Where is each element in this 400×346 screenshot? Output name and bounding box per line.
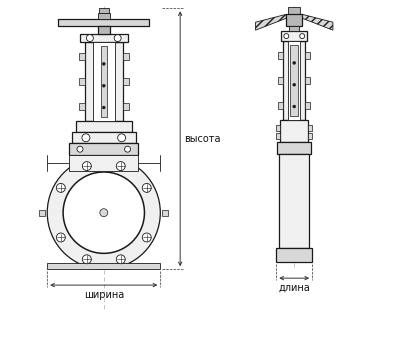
Bar <box>99 8 109 13</box>
Bar <box>76 121 132 132</box>
Bar <box>277 142 311 154</box>
Circle shape <box>118 134 126 142</box>
Bar <box>279 154 309 248</box>
Bar <box>98 13 110 19</box>
Bar <box>288 7 300 14</box>
Bar <box>280 120 308 142</box>
Circle shape <box>293 61 296 64</box>
Bar <box>288 41 300 120</box>
Bar <box>69 143 138 155</box>
Bar <box>101 46 107 117</box>
Bar <box>47 263 160 269</box>
Bar <box>79 54 85 61</box>
Circle shape <box>63 172 144 253</box>
Bar <box>85 42 123 121</box>
Bar <box>123 54 128 61</box>
Circle shape <box>125 146 130 152</box>
Circle shape <box>102 84 105 87</box>
Circle shape <box>47 156 160 269</box>
Circle shape <box>77 146 83 152</box>
Circle shape <box>116 162 125 171</box>
Bar <box>305 53 310 60</box>
Bar <box>289 26 299 31</box>
Circle shape <box>116 255 125 264</box>
Circle shape <box>293 83 296 86</box>
Circle shape <box>293 105 296 108</box>
Bar <box>290 45 298 117</box>
Bar <box>278 53 283 60</box>
Bar <box>308 133 312 139</box>
Bar <box>308 125 312 131</box>
Circle shape <box>100 209 108 217</box>
Circle shape <box>86 35 93 42</box>
Bar <box>276 248 312 262</box>
Circle shape <box>142 183 151 192</box>
Bar <box>123 103 128 110</box>
Bar <box>276 133 280 139</box>
Bar <box>305 102 310 109</box>
Bar <box>123 78 128 85</box>
Bar <box>278 102 283 109</box>
Circle shape <box>56 233 65 242</box>
Polygon shape <box>162 210 168 216</box>
Bar <box>283 41 305 120</box>
Polygon shape <box>302 14 333 30</box>
Text: высота: высота <box>184 134 221 144</box>
Bar <box>69 155 138 171</box>
Bar <box>278 77 283 84</box>
Bar <box>58 19 150 26</box>
Circle shape <box>102 106 105 109</box>
Text: длина: длина <box>278 283 310 293</box>
Circle shape <box>102 62 105 65</box>
Circle shape <box>82 134 90 142</box>
Circle shape <box>114 35 121 42</box>
Bar <box>72 132 136 143</box>
Polygon shape <box>39 210 45 216</box>
Bar <box>305 77 310 84</box>
Bar <box>79 78 85 85</box>
Circle shape <box>82 255 91 264</box>
Circle shape <box>284 34 289 39</box>
Circle shape <box>300 34 305 39</box>
Bar <box>98 26 110 34</box>
Bar <box>79 103 85 110</box>
Bar <box>286 14 302 26</box>
Bar <box>276 125 280 131</box>
Bar <box>281 31 307 41</box>
Bar <box>80 34 128 42</box>
Circle shape <box>56 183 65 192</box>
Text: ширина: ширина <box>84 290 124 300</box>
Bar <box>93 42 115 121</box>
Circle shape <box>142 233 151 242</box>
Polygon shape <box>256 14 286 30</box>
Circle shape <box>82 162 91 171</box>
